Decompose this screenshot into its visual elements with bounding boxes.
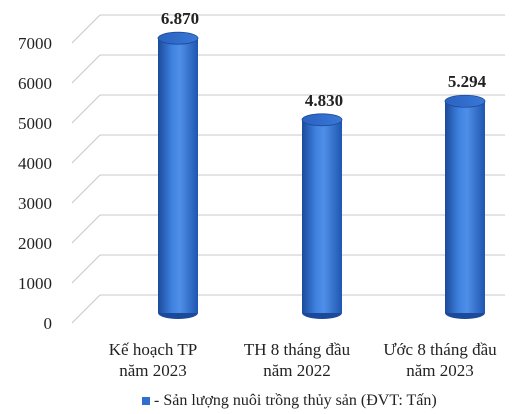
data-label: 6.870 — [161, 9, 199, 28]
bar-body — [158, 38, 198, 313]
bar — [157, 31, 199, 319]
bar — [444, 94, 486, 319]
data-labels: 6.870 4.830 5.294 — [161, 9, 487, 110]
gridlines — [71, 14, 505, 324]
bars — [157, 31, 486, 319]
gridline-diag — [71, 14, 101, 44]
x-axis-categories: Kế hoạch TP năm 2023 TH 8 tháng đầu năm 202… — [109, 340, 497, 380]
x-category-label: Ước 8 tháng đầu năm 2023 — [383, 340, 497, 380]
gridline-diag — [71, 94, 101, 124]
bar-body — [445, 101, 485, 314]
gridline-diag — [71, 174, 101, 204]
y-tick-label: 5000 — [18, 114, 52, 133]
data-label: 4.830 — [305, 91, 343, 110]
x-category-label: TH 8 tháng đầu năm 2022 — [244, 340, 351, 380]
y-tick-label: 2000 — [18, 234, 52, 253]
y-tick-label: 7000 — [18, 34, 52, 53]
y-tick-label: 3000 — [18, 194, 52, 213]
bar-top — [157, 31, 199, 45]
legend-swatch — [142, 397, 150, 405]
y-tick-label: 4000 — [18, 154, 52, 173]
x-category-label: Kế hoạch TP năm 2023 — [109, 340, 197, 380]
legend: - Sản lượng nuôi trồng thủy sản (ĐVT: Tấ… — [142, 392, 437, 409]
bar-body — [302, 119, 342, 313]
gridline-diag — [71, 134, 101, 164]
bar-top — [301, 113, 343, 127]
gridline-diag — [71, 214, 101, 244]
legend-label: - Sản lượng nuôi trồng thủy sản (ĐVT: Tấ… — [154, 392, 437, 409]
gridline-diag — [71, 294, 101, 324]
gridline-diag — [71, 254, 101, 284]
gridline-diag — [71, 54, 101, 84]
y-tick-label: 6000 — [18, 74, 52, 93]
y-tick-label: 1000 — [18, 274, 52, 293]
y-axis-ticks: 0 1000 2000 3000 4000 5000 6000 7000 — [18, 34, 52, 333]
data-label: 5.294 — [448, 72, 487, 91]
bar — [301, 113, 343, 319]
bar-top — [444, 94, 486, 108]
y-tick-label: 0 — [44, 314, 53, 333]
